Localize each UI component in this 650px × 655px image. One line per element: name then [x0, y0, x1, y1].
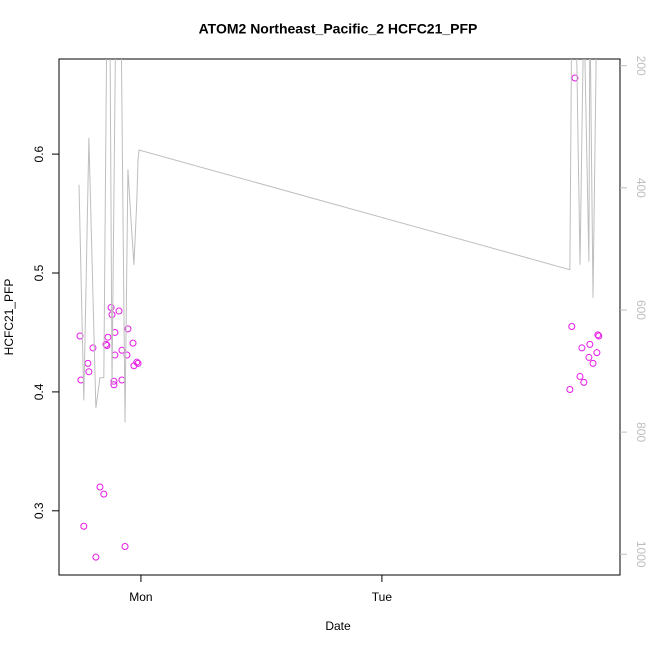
y-tick-label: 0.3 — [32, 502, 46, 519]
point — [568, 323, 576, 331]
point — [89, 344, 97, 352]
y2-tick-label: 400 — [634, 178, 648, 198]
point — [118, 346, 126, 354]
y2-tick-label: 600 — [634, 300, 648, 320]
point — [593, 349, 601, 357]
point — [76, 332, 84, 340]
point — [80, 522, 88, 530]
point — [118, 376, 126, 384]
y-tick-label: 0.4 — [32, 383, 46, 400]
point — [586, 340, 594, 348]
point — [110, 381, 118, 389]
y-tick-label: 0.5 — [32, 264, 46, 281]
point — [129, 339, 137, 347]
plot-frame — [58, 58, 621, 576]
point — [100, 490, 108, 498]
line-series — [78, 59, 597, 423]
point — [92, 553, 100, 561]
point — [580, 378, 588, 386]
point — [104, 333, 112, 341]
point — [121, 542, 129, 550]
point — [124, 325, 132, 333]
point — [110, 377, 118, 385]
y2-tick-label: 800 — [634, 422, 648, 442]
point — [96, 483, 104, 491]
point — [115, 307, 123, 315]
point — [595, 332, 603, 340]
point — [85, 368, 93, 376]
point — [576, 372, 584, 380]
y2-tick-label: 1000 — [634, 541, 648, 568]
y-tick-label: 0.6 — [32, 145, 46, 162]
point — [594, 331, 602, 339]
point — [585, 353, 593, 361]
point — [578, 344, 586, 352]
point — [134, 359, 142, 367]
x-tick-label: Tue — [372, 590, 393, 604]
point — [84, 359, 92, 367]
point — [133, 358, 141, 366]
chart-title: ATOM2 Northeast_Pacific_2 HCFC21_PFP — [199, 21, 478, 37]
point — [571, 74, 579, 82]
point — [589, 359, 597, 367]
x-axis-label: Date — [325, 619, 351, 633]
point — [102, 340, 110, 348]
point — [107, 303, 115, 311]
point — [566, 386, 574, 394]
y2-tick-label: 200 — [634, 56, 648, 76]
x-tick-label: Mon — [129, 590, 152, 604]
y-axis-label: HCFC21_PFP — [2, 279, 16, 356]
